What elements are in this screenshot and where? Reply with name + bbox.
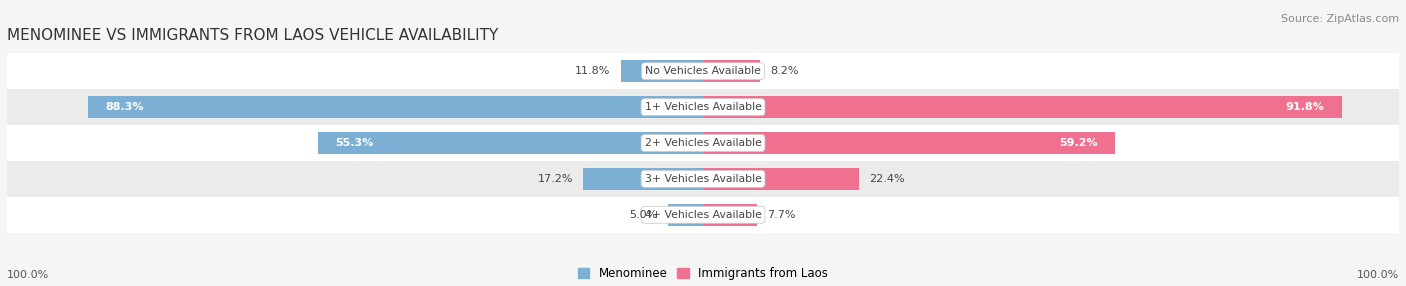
Text: 55.3%: 55.3% bbox=[336, 138, 374, 148]
Bar bbox=[703, 60, 761, 82]
Text: 7.7%: 7.7% bbox=[768, 210, 796, 220]
Bar bbox=[668, 204, 703, 226]
Text: 1+ Vehicles Available: 1+ Vehicles Available bbox=[644, 102, 762, 112]
Text: 8.2%: 8.2% bbox=[770, 66, 799, 76]
Bar bbox=[703, 96, 1341, 118]
Text: MENOMINEE VS IMMIGRANTS FROM LAOS VEHICLE AVAILABILITY: MENOMINEE VS IMMIGRANTS FROM LAOS VEHICL… bbox=[7, 28, 498, 43]
Text: 11.8%: 11.8% bbox=[575, 66, 610, 76]
Bar bbox=[703, 204, 756, 226]
Bar bbox=[703, 132, 1115, 154]
Bar bbox=[621, 60, 703, 82]
Bar bbox=[7, 53, 1399, 89]
Bar bbox=[7, 89, 1399, 125]
Text: 100.0%: 100.0% bbox=[7, 270, 49, 280]
Bar bbox=[7, 161, 1399, 197]
Bar bbox=[583, 168, 703, 190]
Text: 4+ Vehicles Available: 4+ Vehicles Available bbox=[644, 210, 762, 220]
Bar bbox=[7, 125, 1399, 161]
Legend: Menominee, Immigrants from Laos: Menominee, Immigrants from Laos bbox=[578, 267, 828, 280]
Text: 5.0%: 5.0% bbox=[630, 210, 658, 220]
Bar bbox=[89, 96, 703, 118]
Bar bbox=[318, 132, 703, 154]
Text: 59.2%: 59.2% bbox=[1059, 138, 1098, 148]
Bar bbox=[703, 168, 859, 190]
Text: 3+ Vehicles Available: 3+ Vehicles Available bbox=[644, 174, 762, 184]
Text: 91.8%: 91.8% bbox=[1285, 102, 1324, 112]
Text: 2+ Vehicles Available: 2+ Vehicles Available bbox=[644, 138, 762, 148]
Text: No Vehicles Available: No Vehicles Available bbox=[645, 66, 761, 76]
Text: 22.4%: 22.4% bbox=[869, 174, 905, 184]
Text: Source: ZipAtlas.com: Source: ZipAtlas.com bbox=[1281, 14, 1399, 24]
Bar bbox=[7, 197, 1399, 233]
Text: 88.3%: 88.3% bbox=[105, 102, 145, 112]
Text: 17.2%: 17.2% bbox=[537, 174, 572, 184]
Text: 100.0%: 100.0% bbox=[1357, 270, 1399, 280]
